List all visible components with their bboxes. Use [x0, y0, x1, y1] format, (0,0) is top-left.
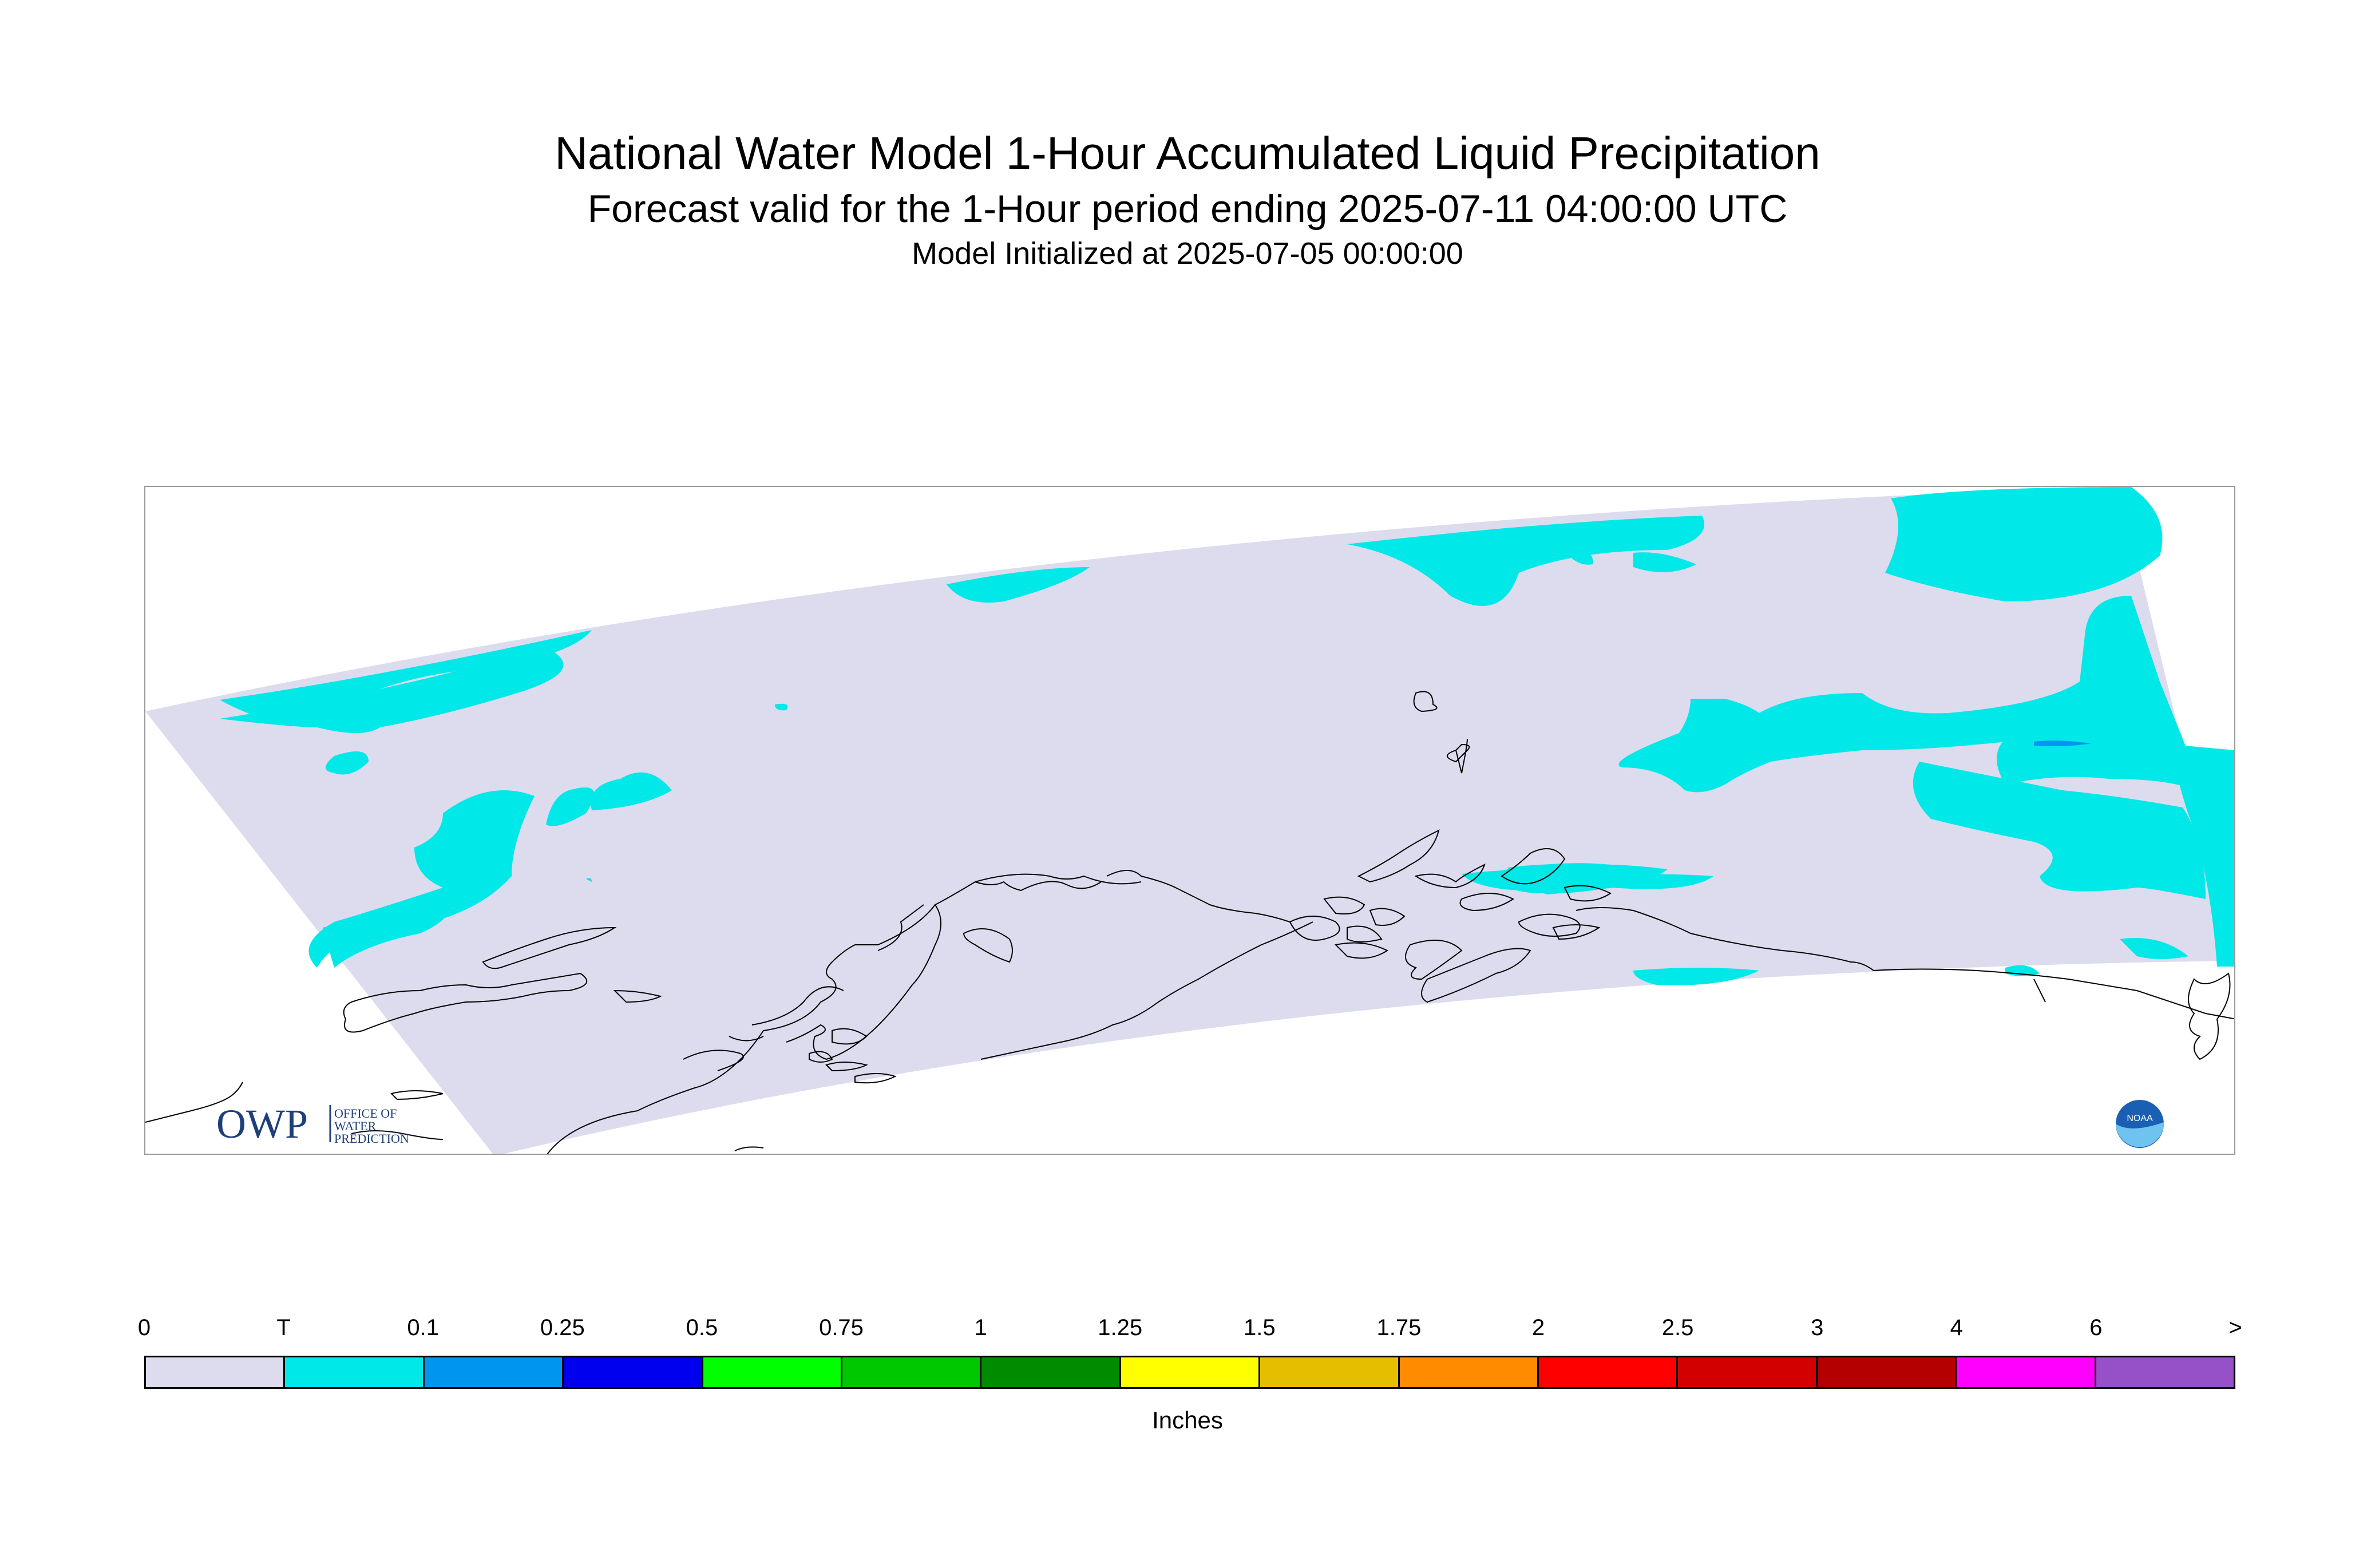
legend-units-label: Inches: [1152, 1407, 1223, 1434]
legend-tick: >: [2228, 1315, 2242, 1340]
colorbar-swatch: [981, 1357, 1121, 1387]
legend-tick: 0: [137, 1315, 151, 1340]
legend-tick: 0.1: [407, 1315, 439, 1340]
precip-trace-areas: [220, 487, 2234, 985]
colorbar-swatch: [1957, 1357, 2096, 1387]
precipitation-map: OWP OFFICE OF WATER PREDICTION NOAA: [144, 486, 2235, 1155]
colorbar-swatch: [1260, 1357, 1400, 1387]
noaa-logo-text: NOAA: [2127, 1114, 2153, 1123]
colorbar-swatch: [285, 1357, 425, 1387]
precipitation-colorbar: [144, 1356, 2235, 1389]
legend-tick: 1.5: [1243, 1315, 1276, 1340]
legend-tick: 3: [1811, 1315, 1824, 1340]
noaa-logo-icon: NOAA: [2116, 1100, 2164, 1148]
legend-tick: T: [276, 1315, 291, 1340]
colorbar-swatch: [842, 1357, 982, 1387]
legend-tick: 4: [1950, 1315, 1963, 1340]
colorbar-swatch: [564, 1357, 703, 1387]
legend-tick: 6: [2089, 1315, 2103, 1340]
model-domain: [145, 487, 2234, 1154]
legend-tick: 1.75: [1376, 1315, 1422, 1340]
colorbar-swatch: [1121, 1357, 1261, 1387]
owp-logo-line-2: WATER: [334, 1119, 377, 1133]
colorbar-swatch: [2096, 1357, 2234, 1387]
owp-logo-mark: OWP: [216, 1101, 308, 1147]
legend-tick: 1.25: [1098, 1315, 1143, 1340]
colorbar-swatch: [424, 1357, 564, 1387]
precip-light-area: [2034, 741, 2091, 746]
colorbar-swatch: [1399, 1357, 1539, 1387]
legend-tick: 0.5: [686, 1315, 718, 1340]
legend-tick: 1: [974, 1315, 987, 1340]
owp-logo-line-1: OFFICE OF: [334, 1106, 397, 1120]
legend-tick: 2.5: [1661, 1315, 1694, 1340]
coastlines: [145, 691, 2234, 1154]
legend-tick: 0.75: [819, 1315, 864, 1340]
colorbar-swatch: [1678, 1357, 1818, 1387]
owp-logo: OWP OFFICE OF WATER PREDICTION: [216, 1101, 409, 1147]
map-title: National Water Model 1-Hour Accumulated …: [555, 128, 1820, 179]
legend-tick: 2: [1531, 1315, 1545, 1340]
colorbar-swatch: [1817, 1357, 1957, 1387]
colorbar-swatch: [703, 1357, 843, 1387]
legend-tick: 0.25: [540, 1315, 585, 1340]
owp-logo-line-3: PREDICTION: [334, 1131, 409, 1146]
colorbar-swatch: [146, 1357, 286, 1387]
colorbar-swatch: [1539, 1357, 1679, 1387]
forecast-valid-subtitle: Forecast valid for the 1-Hour period end…: [587, 187, 1788, 231]
model-init-subtitle: Model Initialized at 2025-07-05 00:00:00: [912, 236, 1463, 271]
